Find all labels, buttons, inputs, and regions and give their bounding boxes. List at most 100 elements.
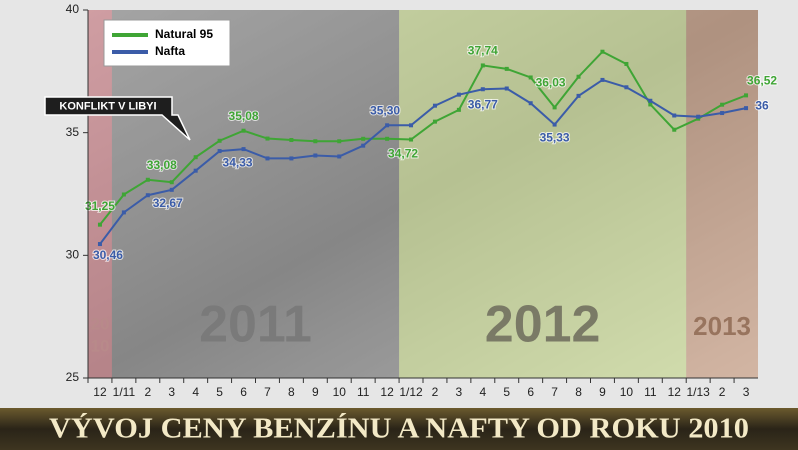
data-point: [193, 168, 198, 173]
data-point: [696, 114, 701, 119]
data-point: [265, 156, 270, 161]
x-tick-label: 10: [333, 385, 347, 399]
data-point: [313, 153, 318, 158]
value-label: 37,74: [468, 44, 498, 58]
data-point: [456, 92, 461, 97]
data-point: [289, 156, 294, 161]
data-point: [720, 102, 725, 107]
data-point: [744, 106, 749, 111]
period-region: [686, 10, 758, 378]
data-point: [744, 93, 749, 98]
data-point: [648, 102, 653, 107]
data-point: [672, 113, 677, 118]
x-tick-label: 9: [312, 385, 319, 399]
data-point: [528, 101, 533, 106]
chart-title: VÝVOJ CENY BENZÍNU A NAFTY OD ROKU 2010: [49, 412, 749, 445]
series-line: [99, 78, 747, 245]
x-tick-label: 2: [719, 385, 726, 399]
x-tick-label: 3: [743, 385, 750, 399]
data-point: [576, 74, 581, 79]
data-point: [409, 137, 414, 142]
legend: Natural 95 Nafta: [103, 19, 231, 67]
data-point: [121, 210, 126, 215]
period-region: [111, 10, 400, 378]
x-tick-label: 7: [264, 385, 271, 399]
series-line: [99, 50, 747, 226]
x-tick-label: 1/11: [113, 385, 136, 399]
data-point: [456, 107, 461, 112]
x-tick-label: 2: [432, 385, 439, 399]
period-label: 2011: [199, 296, 312, 354]
x-tick-label: 3: [456, 385, 463, 399]
data-point: [648, 98, 653, 103]
x-tick-label: 12: [380, 385, 394, 399]
x-tick-label: 12: [668, 385, 682, 399]
data-point: [145, 193, 150, 198]
data-point: [241, 147, 246, 152]
data-point: [241, 128, 246, 133]
x-tick-label: 6: [527, 385, 534, 399]
data-point: [600, 49, 605, 54]
annotation-callout: [44, 96, 191, 141]
value-label: 35,33: [540, 131, 570, 145]
data-point: [145, 177, 150, 182]
x-tick-label: 4: [192, 385, 199, 399]
data-point: [97, 242, 102, 247]
value-label: 36,77: [468, 97, 498, 111]
data-point: [97, 222, 102, 227]
x-tick-label: 2: [144, 385, 151, 399]
data-point: [265, 136, 270, 141]
x-tick-label: 8: [575, 385, 582, 399]
data-point: [528, 75, 533, 80]
data-point: [385, 136, 390, 141]
data-point: [337, 139, 342, 144]
y-tick-label: 35: [66, 125, 80, 139]
value-label: 36: [755, 98, 769, 112]
y-tick-label: 25: [66, 370, 80, 384]
data-point: [193, 155, 198, 160]
data-point: [432, 119, 437, 124]
period-label: 10: [91, 336, 110, 355]
x-tick-label: 6: [240, 385, 247, 399]
value-label: 32,67: [153, 196, 183, 210]
period-label: 20: [91, 314, 110, 333]
data-point: [217, 149, 222, 154]
x-tick-label: 8: [288, 385, 295, 399]
data-point: [169, 180, 174, 185]
period-label: 2012: [485, 296, 601, 354]
value-label: 33,08: [147, 158, 177, 172]
data-point: [600, 77, 605, 82]
data-point: [217, 138, 222, 143]
value-label: 35,30: [370, 103, 400, 117]
data-point: [720, 111, 725, 116]
data-point: [361, 136, 366, 141]
x-tick-label: 3: [168, 385, 175, 399]
x-tick-label: 9: [599, 385, 606, 399]
data-point: [576, 93, 581, 98]
x-tick-label: 10: [620, 385, 634, 399]
x-tick-label: 5: [216, 385, 223, 399]
value-label: 35,08: [229, 109, 259, 123]
data-point: [624, 85, 629, 90]
legend-label: Nafta: [155, 44, 185, 58]
value-label: 36,03: [536, 76, 566, 90]
title-band: [0, 408, 798, 450]
data-point: [337, 154, 342, 159]
value-label: 34,33: [223, 155, 253, 169]
legend-box: [103, 19, 231, 67]
x-tick-label: 7: [551, 385, 558, 399]
data-point: [169, 187, 174, 192]
data-point: [504, 66, 509, 71]
data-point: [480, 63, 485, 68]
x-tick-label: 1/12: [399, 385, 423, 399]
value-label: 31,25: [85, 199, 115, 213]
data-point: [409, 123, 414, 128]
y-tick-label: 30: [66, 248, 80, 262]
value-label: 30,46: [93, 248, 123, 262]
data-point: [480, 87, 485, 92]
x-tick-label: 4: [479, 385, 486, 399]
value-label: 36,52: [747, 74, 777, 88]
data-point: [121, 192, 126, 197]
x-tick-label: 12: [93, 385, 107, 399]
